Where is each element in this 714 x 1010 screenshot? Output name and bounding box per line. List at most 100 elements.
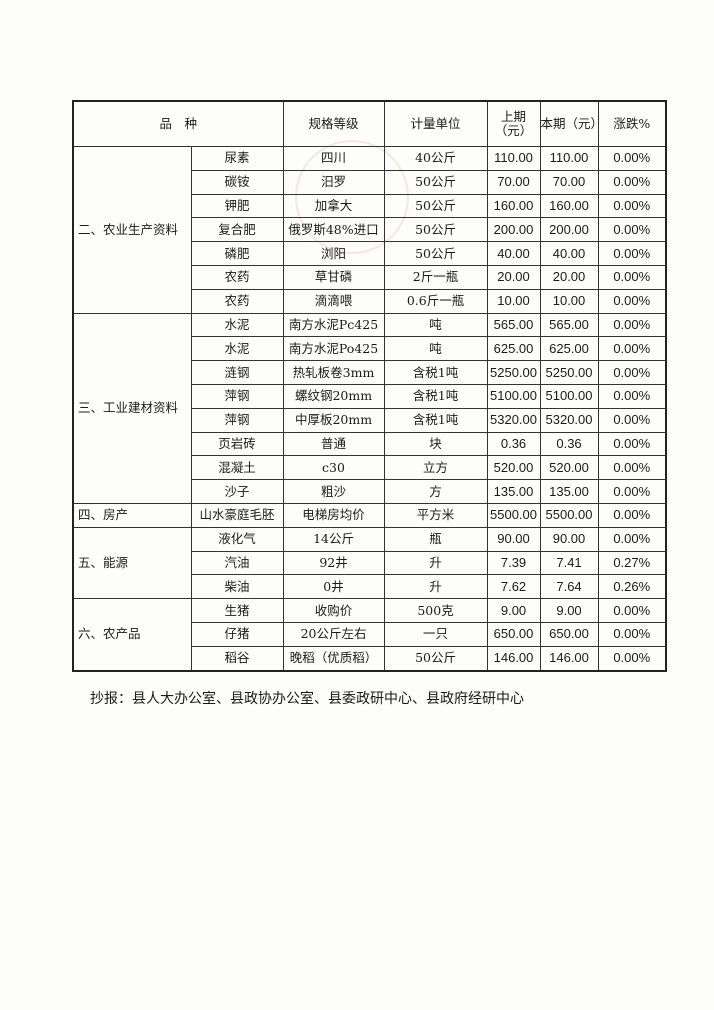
item-cell: 稻谷 bbox=[190, 645, 284, 672]
curr-cell: 0.36 bbox=[539, 431, 599, 457]
unit-cell: 块 bbox=[383, 431, 488, 457]
category-cell: 六、农产品 bbox=[72, 598, 192, 672]
unit-cell: 升 bbox=[383, 550, 488, 576]
prev-cell: 625.00 bbox=[486, 336, 541, 362]
spec-cell: 20公斤左右 bbox=[282, 621, 385, 647]
change-cell: 0.00% bbox=[597, 336, 667, 362]
item-cell: 仔猪 bbox=[190, 621, 284, 647]
table-row: 五、能源 液化气 14公斤瓶 90.00 90.00 0.00% bbox=[72, 526, 667, 600]
spec-cell: 南方水泥Pc425 bbox=[282, 312, 385, 338]
prev-cell: 5100.00 bbox=[486, 383, 541, 409]
curr-cell: 9.00 bbox=[539, 598, 599, 623]
prev-cell: 135.00 bbox=[486, 479, 541, 504]
prev-cell: 40.00 bbox=[486, 241, 541, 266]
spec-cell: 浏阳 bbox=[282, 241, 385, 266]
curr-cell: 70.00 bbox=[539, 169, 599, 195]
table-row: 复合肥 俄罗斯48%进口 50公斤 200.00 200.00 0.00% bbox=[73, 217, 667, 243]
curr-cell: 5100.00 bbox=[539, 383, 599, 409]
curr-cell: 625.00 bbox=[539, 336, 599, 362]
table-row: 三、工业建材资料 水泥 南方水泥Pc425 吨 565.00 565.00 0.00% bbox=[72, 312, 667, 504]
prev-cell: 520.00 bbox=[486, 455, 541, 481]
prev-cell: 7.39 bbox=[486, 550, 541, 576]
curr-cell: 7.41 bbox=[539, 550, 599, 576]
prev-cell: 5320.00 bbox=[486, 407, 541, 433]
curr-cell: 7.64 bbox=[539, 574, 599, 600]
table-row: 二、农业生产资料 尿素 四川 40公斤 110.00 110.00 0.00% bbox=[72, 146, 667, 314]
unit-cell: 50公斤 bbox=[383, 217, 488, 243]
item-cell: 农药 bbox=[190, 288, 284, 314]
prev-cell: 110.00 bbox=[486, 146, 541, 171]
curr-cell: 650.00 bbox=[539, 621, 599, 647]
table-row: 水泥 南方水泥Po425 吨 625.00 625.00 0.00% bbox=[73, 336, 667, 362]
prev-cell: 0.36 bbox=[486, 431, 541, 457]
item-cell: 萍钢 bbox=[190, 407, 284, 433]
unit-cell: 2斤一瓶 bbox=[383, 264, 488, 290]
curr-cell: 565.00 bbox=[539, 312, 599, 338]
change-cell: 0.00% bbox=[597, 526, 667, 552]
spec-cell: 热轧板卷3mm bbox=[282, 360, 385, 385]
spec-cell: 南方水泥Po425 bbox=[282, 336, 385, 362]
change-cell: 0.00% bbox=[597, 193, 667, 219]
header-curr: 本期（元） bbox=[539, 100, 603, 147]
change-cell: 0.00% bbox=[597, 169, 667, 195]
curr-cell: 110.00 bbox=[539, 146, 599, 171]
table-row: 四、房产 山水豪庭毛胚 电梯房均价 平方米 5500.00 5500.00 0.00% bbox=[72, 502, 667, 528]
prev-cell: 650.00 bbox=[486, 621, 541, 647]
item-cell: 钾肥 bbox=[190, 193, 284, 219]
spec-cell: 14公斤 bbox=[282, 526, 385, 552]
item-cell: 沙子 bbox=[190, 479, 284, 504]
unit-cell: 方 bbox=[383, 479, 488, 504]
item-cell: 萍钢 bbox=[190, 383, 284, 409]
header-variety: 品 种 bbox=[72, 100, 284, 147]
prev-cell: 10.00 bbox=[486, 288, 541, 314]
spec-cell: 粗沙 bbox=[282, 479, 385, 504]
price-table: 品 种 规格等级 计量单位 上期（元） 本期（元） 涨跌% 二、农业生产资料 尿素… bbox=[72, 100, 668, 672]
curr-cell: 40.00 bbox=[539, 241, 599, 266]
change-cell: 0.00% bbox=[597, 645, 667, 672]
spec-cell: 螺纹钢20mm bbox=[282, 383, 385, 409]
change-cell: 0.00% bbox=[597, 241, 667, 266]
spec-cell: 加拿大 bbox=[282, 193, 385, 219]
spec-cell: 中厚板20mm bbox=[282, 407, 385, 433]
prev-cell: 200.00 bbox=[486, 217, 541, 243]
change-cell: 0.00% bbox=[597, 383, 667, 409]
item-cell: 涟钢 bbox=[190, 360, 284, 385]
prev-cell: 146.00 bbox=[486, 645, 541, 672]
unit-cell: 40公斤 bbox=[383, 146, 488, 171]
spec-cell: 收购价 bbox=[282, 598, 385, 623]
item-cell: 混凝土 bbox=[190, 455, 284, 481]
table-row: 页岩砖 普通块 0.36 0.36 0.00% bbox=[73, 431, 667, 457]
table-row: 仔猪 20公斤左右 一只 650.00 650.00 0.00% bbox=[73, 621, 667, 647]
table-row: 钾肥 加拿大 50公斤 160.00 160.00 0.00% bbox=[73, 193, 667, 219]
spec-cell: 草甘磷 bbox=[282, 264, 385, 290]
spec-cell: 四川 bbox=[282, 146, 385, 171]
prev-cell: 90.00 bbox=[486, 526, 541, 552]
change-cell: 0.00% bbox=[597, 621, 667, 647]
table-row: 农药 滴滴喂 0.6斤一瓶 10.00 10.00 0.00% bbox=[73, 288, 667, 314]
curr-cell: 5250.00 bbox=[539, 360, 599, 385]
category-cell: 四、房产 bbox=[72, 502, 192, 528]
item-cell: 复合肥 bbox=[190, 217, 284, 243]
change-cell: 0.00% bbox=[597, 479, 667, 504]
prev-cell: 7.62 bbox=[486, 574, 541, 600]
change-cell: 0.00% bbox=[597, 264, 667, 290]
change-cell: 0.00% bbox=[597, 407, 667, 433]
item-cell: 汽油 bbox=[190, 550, 284, 576]
curr-cell: 20.00 bbox=[539, 264, 599, 290]
item-cell: 水泥 bbox=[190, 312, 284, 338]
header-row: 品 种 规格等级 计量单位 上期（元） 本期（元） 涨跌% bbox=[72, 100, 667, 147]
header-change: 涨跌% bbox=[597, 100, 667, 147]
curr-cell: 200.00 bbox=[539, 217, 599, 243]
curr-cell: 146.00 bbox=[539, 645, 599, 672]
item-cell: 农药 bbox=[190, 264, 284, 290]
item-cell: 尿素 bbox=[190, 146, 284, 171]
unit-cell: 含税1吨 bbox=[383, 383, 488, 409]
unit-cell: 吨 bbox=[383, 336, 488, 362]
change-cell: 0.00% bbox=[597, 288, 667, 314]
item-cell: 山水豪庭毛胚 bbox=[190, 502, 284, 528]
change-cell: 0.00% bbox=[597, 360, 667, 385]
table-row: 六、农产品 生猪 收购价 500克 9.00 9.00 0.00% bbox=[72, 598, 667, 672]
prev-cell: 9.00 bbox=[486, 598, 541, 623]
item-cell: 生猪 bbox=[190, 598, 284, 623]
spec-cell: c30 bbox=[282, 455, 385, 481]
